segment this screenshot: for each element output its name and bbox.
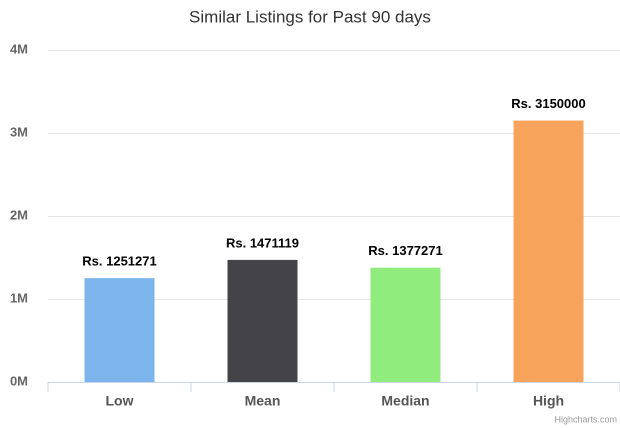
y-tick-label: 1M [10, 290, 28, 305]
data-label: Rs. 3150000 [511, 96, 585, 111]
bar [227, 259, 298, 382]
data-label: Rs. 1377271 [368, 243, 442, 258]
y-tick-label: 3M [10, 124, 28, 139]
y-tick-label: 4M [10, 41, 28, 56]
x-tick-label: Low [106, 393, 134, 409]
y-tick-label: 0M [10, 373, 28, 388]
y-tick-label: 2M [10, 207, 28, 222]
data-label: Rs. 1471119 [226, 235, 299, 250]
chart-title: Similar Listings for Past 90 days [189, 7, 431, 26]
x-tick-label: Median [381, 393, 429, 409]
bar [513, 120, 584, 383]
data-label: Rs. 1251271 [82, 254, 156, 269]
x-tick-label: High [533, 393, 564, 409]
x-tick-label: Mean [245, 393, 281, 409]
bar [370, 267, 441, 382]
bar [84, 278, 155, 382]
credits: Highcharts.com [554, 414, 617, 424]
